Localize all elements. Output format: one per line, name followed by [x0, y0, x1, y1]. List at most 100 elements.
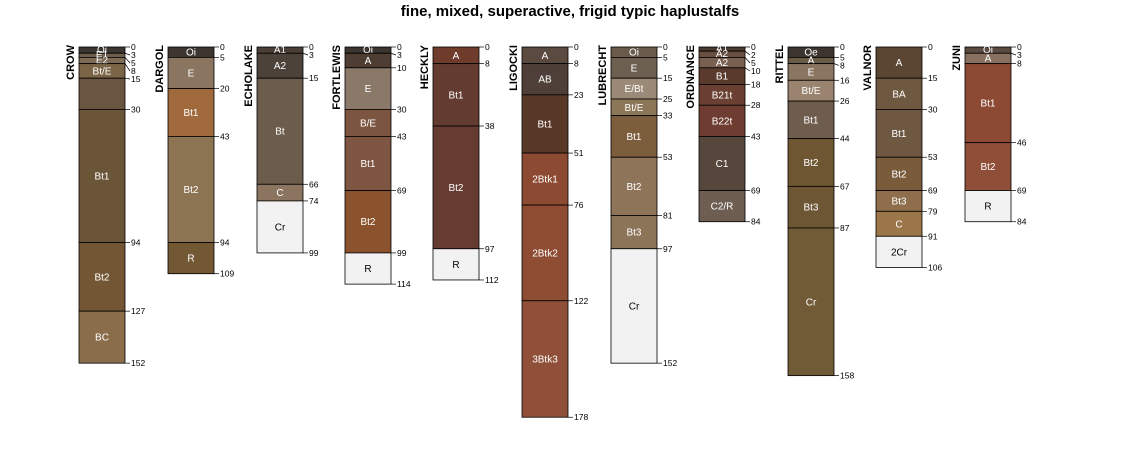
depth-label: 23 [574, 90, 584, 100]
depth-label: 94 [131, 238, 141, 248]
horizon-label: A2 [716, 49, 729, 60]
depth-label: 3 [397, 50, 402, 60]
horizon-label: Bt2 [360, 217, 375, 228]
horizon-label: A2 [274, 61, 287, 72]
depth-label: 0 [485, 42, 490, 52]
horizon-label: C2/R [711, 202, 734, 213]
depth-label: 122 [574, 296, 588, 306]
depth-label: 43 [751, 131, 761, 141]
horizon-label: R [187, 254, 194, 265]
depth-label: 99 [397, 248, 407, 258]
horizon-rect [521, 152, 569, 206]
depth-label: 97 [663, 244, 673, 254]
horizon-rect [964, 190, 1012, 223]
horizon-label: 2Btk1 [532, 175, 558, 186]
depth-label: 0 [131, 42, 136, 52]
horizon-label: R [984, 202, 991, 213]
horizon-rect [167, 88, 215, 137]
horizon-rect [875, 235, 923, 268]
horizon-label: Bt1 [183, 108, 198, 119]
horizon-label: Bt2 [891, 169, 906, 180]
depth-label: 25 [663, 94, 673, 104]
depth-label: 18 [751, 79, 761, 89]
horizon-label: C [276, 188, 283, 199]
depth-label: 0 [309, 42, 314, 52]
horizon-label: Bt1 [94, 171, 109, 182]
horizon-rect [78, 109, 126, 243]
depth-label: 79 [928, 206, 938, 216]
horizon-rect [875, 156, 923, 191]
horizon-label: A1 [716, 44, 729, 55]
horizon-label: A [896, 58, 903, 69]
horizon-label: Oe [804, 47, 818, 58]
horizon-label: Bt2 [183, 185, 198, 196]
horizon-rect [521, 204, 569, 302]
horizon-label: Bt3 [626, 228, 641, 239]
horizon-label: Bt/E [625, 103, 644, 114]
depth-label: 8 [131, 66, 136, 76]
horizon-label: A [365, 56, 372, 67]
horizon-rect [344, 136, 392, 191]
horizon-rect [787, 100, 835, 139]
horizon-label: E [365, 84, 372, 95]
depth-label: 30 [928, 104, 938, 114]
horizon-rect [787, 138, 835, 187]
horizon-label: AB [538, 75, 552, 86]
horizon-label: Bt/E [802, 86, 821, 97]
profile-valnor: VALNOR A BA Bt1 Bt2 Bt3 C 2Cr 0 15 30 53 69 79 91 106 [862, 42, 942, 272]
horizon-label: 2Btk2 [532, 248, 558, 259]
depth-label: 43 [397, 131, 407, 141]
depth-label: 69 [928, 186, 938, 196]
depth-label: 69 [751, 186, 761, 196]
depth-label: 8 [840, 60, 845, 70]
depth-label: 3 [131, 50, 136, 60]
horizon-label: Bt1 [891, 129, 906, 140]
depth-label: 69 [397, 186, 407, 196]
horizon-rect [610, 215, 658, 250]
depth-label: 15 [663, 73, 673, 83]
horizon-label: Bt1 [626, 132, 641, 143]
horizon-rect [964, 63, 1012, 144]
horizon-rect [521, 94, 569, 154]
depth-label: 53 [928, 152, 938, 162]
horizon-label: Oi [186, 47, 196, 58]
horizon-label: Oi [97, 45, 107, 56]
profile-name: ECHOLAKE [243, 45, 255, 107]
depth-label: 91 [928, 231, 938, 241]
horizon-label: C [895, 219, 902, 230]
horizon-label: E [188, 69, 195, 80]
depth-label: 8 [1017, 59, 1022, 69]
horizon-label: R [364, 264, 371, 275]
horizon-label: E [808, 67, 815, 78]
depth-label: 0 [663, 42, 668, 52]
depth-label: 178 [574, 412, 588, 422]
depth-label: 15 [309, 73, 319, 83]
depth-label: 76 [574, 200, 584, 210]
depth-label: 30 [131, 104, 141, 114]
horizon-label: Cr [629, 301, 640, 312]
horizon-rect [432, 125, 480, 250]
horizon-label: A [808, 55, 815, 66]
horizon-rect [787, 185, 835, 229]
profile-name: CROW [65, 44, 77, 79]
depth-tick [302, 52, 309, 56]
depth-label: 84 [751, 217, 761, 227]
depth-label: 46 [1017, 138, 1027, 148]
horizon-label: BC [95, 333, 109, 344]
horizon-label: A [542, 51, 549, 62]
horizon-label: Bt2 [94, 272, 109, 283]
depth-label: 5 [220, 52, 225, 62]
profile-ligocki: LIGOCKI A AB Bt1 2Btk1 2Btk2 3Btk3 0 8 23 51 76 122 1… [508, 42, 588, 422]
depth-tick [744, 50, 751, 56]
profile-ordnance: ORDNANCE A1A2A2B1B21tB22tC1C2/R0251018284… [685, 42, 761, 227]
horizon-label: A2 [716, 58, 729, 69]
profile-name: VALNOR [862, 45, 874, 91]
depth-label: 109 [220, 269, 234, 279]
depth-tick [390, 52, 397, 56]
horizon-rect [256, 200, 304, 254]
horizon-label: B21t [712, 90, 733, 101]
depth-label: 152 [663, 358, 677, 368]
depth-label: 87 [840, 223, 850, 233]
depth-label: 43 [220, 131, 230, 141]
